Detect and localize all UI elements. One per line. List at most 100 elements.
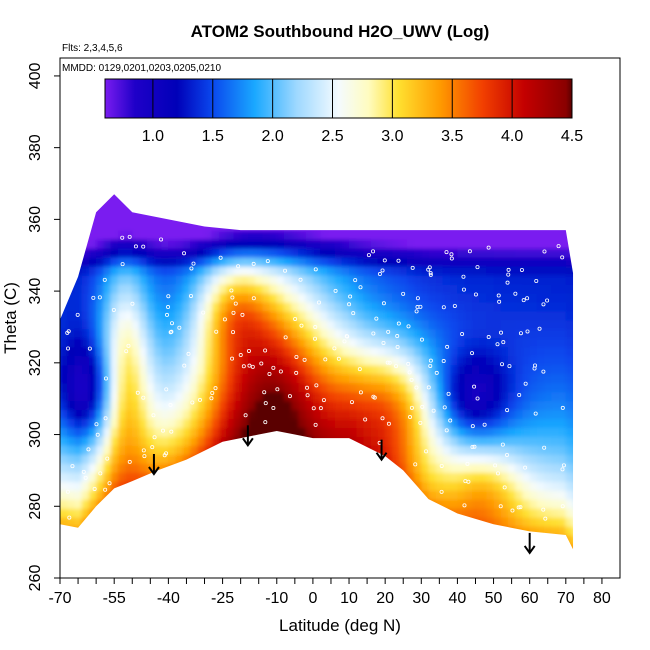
y-tick-label: 360: [27, 206, 44, 233]
data-point: [541, 302, 546, 307]
data-point: [506, 267, 511, 272]
data-point: [525, 329, 530, 334]
data-point: [265, 259, 270, 264]
data-point: [380, 268, 385, 273]
x-tick-label: -70: [48, 590, 71, 607]
data-point: [414, 309, 419, 314]
data-point: [460, 332, 465, 337]
data-point: [186, 351, 191, 356]
data-point: [349, 400, 354, 405]
data-point: [495, 342, 500, 347]
arrow-marker: [148, 454, 160, 476]
data-point: [475, 396, 480, 401]
x-tick-label: 60: [521, 590, 539, 607]
colorbar-tick-label: 3.0: [381, 128, 403, 145]
data-point: [345, 334, 350, 339]
data-point: [406, 324, 411, 329]
data-point: [169, 429, 174, 434]
data-point: [505, 408, 510, 413]
data-point: [214, 329, 219, 334]
data-point: [209, 396, 214, 401]
data-point: [473, 292, 478, 297]
data-point: [222, 317, 227, 322]
data-point: [545, 298, 550, 303]
data-point: [401, 291, 406, 296]
data-point: [333, 288, 338, 293]
data-point: [162, 453, 167, 458]
flights-annotation: Flts: 2,3,4,5,6: [62, 43, 123, 54]
data-point: [197, 397, 202, 402]
colorbar-tick-label: 1.0: [142, 128, 164, 145]
data-point: [236, 264, 241, 269]
data-point: [439, 489, 444, 494]
data-point: [188, 293, 193, 298]
data-point: [141, 244, 146, 249]
data-point: [387, 360, 392, 365]
data-point: [395, 334, 400, 339]
data-point: [452, 303, 457, 308]
data-point: [462, 503, 467, 508]
data-point: [358, 285, 363, 290]
chart-title: ATOM2 Southbound H2O_UWV (Log): [191, 22, 490, 41]
data-point: [386, 329, 391, 334]
data-point: [191, 261, 196, 266]
data-point: [168, 403, 173, 408]
data-point: [229, 288, 234, 293]
data-point: [371, 331, 376, 336]
data-point: [75, 312, 80, 317]
data-point: [439, 463, 444, 468]
data-point: [97, 295, 102, 300]
data-point: [386, 421, 391, 426]
data-point: [298, 277, 303, 282]
data-point: [542, 445, 547, 450]
data-point: [283, 268, 288, 273]
data-point: [142, 454, 147, 459]
data-point: [111, 307, 116, 312]
data-point: [263, 401, 268, 406]
x-tick-label: -55: [103, 590, 126, 607]
data-point: [396, 321, 401, 326]
data-point: [316, 300, 321, 305]
data-point: [305, 393, 310, 398]
x-tick-label: -40: [157, 590, 180, 607]
data-point: [470, 444, 475, 449]
data-point: [541, 369, 546, 374]
data-point: [441, 305, 446, 310]
data-point: [465, 461, 470, 466]
colorbar: 1.0 1.5 2.0 2.5 3.0 3.5 4.0 4.5: [104, 78, 583, 145]
data-point: [518, 505, 523, 510]
y-tick-label: 300: [27, 421, 44, 448]
data-point: [177, 325, 182, 330]
data-point: [168, 330, 173, 335]
data-point: [518, 331, 523, 336]
colorbar-tick-label: 2.0: [262, 128, 284, 145]
data-point: [363, 417, 368, 422]
data-point: [409, 377, 414, 382]
x-tick-label: 20: [376, 590, 394, 607]
data-point: [233, 301, 238, 306]
arrow-marker: [523, 532, 536, 555]
data-point: [66, 346, 71, 351]
data-point: [449, 252, 454, 257]
data-point: [103, 487, 108, 492]
data-point: [523, 465, 528, 470]
data-point: [302, 357, 307, 362]
data-point: [533, 411, 538, 416]
data-point: [251, 261, 256, 266]
data-point: [271, 406, 276, 411]
data-point: [413, 462, 418, 467]
data-point: [210, 390, 215, 395]
data-point: [374, 316, 379, 321]
data-point: [495, 471, 500, 476]
data-point: [560, 255, 565, 260]
data-point: [560, 504, 565, 509]
colorbar-tick-label: 2.5: [321, 128, 343, 145]
data-point: [127, 459, 132, 464]
data-point: [305, 385, 310, 390]
data-point: [311, 406, 316, 411]
data-point: [394, 364, 399, 369]
data-point: [357, 367, 362, 372]
data-point: [380, 416, 385, 421]
data-point: [241, 364, 246, 369]
